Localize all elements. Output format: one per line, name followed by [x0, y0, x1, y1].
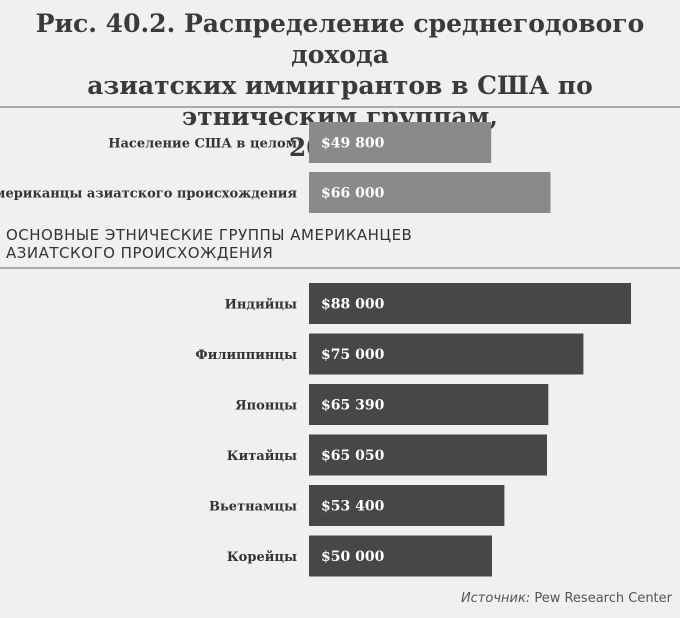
source-note: Источник: Pew Research Center [461, 591, 672, 606]
section-divider [0, 267, 680, 269]
value-label: $66 000 [321, 186, 385, 202]
section-label: ОСНОВНЫЕ ЭТНИЧЕСКИЕ ГРУППЫ АМЕРИКАНЦЕВ А… [6, 226, 413, 262]
value-label: $75 000 [321, 347, 385, 363]
category-label: Население США в целом [108, 137, 297, 152]
value-label: $50 000 [321, 549, 385, 565]
value-label: $88 000 [321, 297, 385, 313]
category-label: Китайцы [227, 449, 297, 464]
category-label: Индийцы [225, 298, 297, 313]
source-prefix: Источник: [460, 591, 531, 606]
bar [309, 485, 505, 526]
bar [309, 283, 631, 324]
value-label: $53 400 [321, 499, 385, 515]
category-label: Вьетнамцы [209, 500, 297, 515]
category-label: Филиппинцы [195, 348, 297, 363]
value-label: $65 050 [321, 448, 385, 464]
value-label: $49 800 [321, 136, 385, 152]
category-label: Американцы азиатского происхождения [0, 187, 297, 202]
category-label: Корейцы [227, 550, 297, 565]
bar [309, 122, 492, 163]
bar [309, 535, 492, 577]
bar [309, 384, 549, 425]
value-label: $65 390 [321, 398, 385, 414]
bar [309, 434, 547, 476]
bar [309, 333, 584, 375]
title-divider [0, 106, 680, 108]
category-label: Японцы [235, 399, 297, 414]
bar [309, 172, 551, 213]
source-name: Pew Research Center [534, 591, 672, 606]
